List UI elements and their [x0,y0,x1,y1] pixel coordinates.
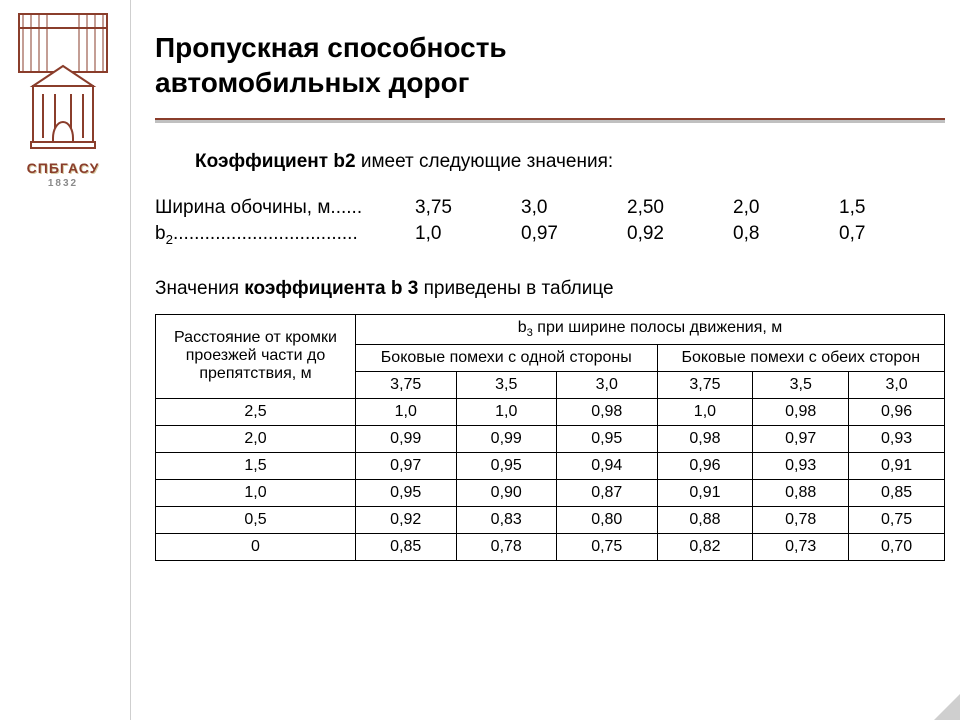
table-row: 2,51,01,00,981,00,980,96 [156,398,945,425]
cell-distance: 1,5 [156,452,356,479]
b3-intro-bold: коэффициента b 3 [244,278,418,299]
cell-distance: 2,5 [156,398,356,425]
table-row: 1,50,970,950,940,960,930,91 [156,452,945,479]
cell-value: 0,98 [657,425,753,452]
cell-value: 0,95 [456,452,557,479]
b2-val: 1,5 [839,195,945,221]
cell-distance: 0 [156,533,356,560]
cell-value: 0,75 [557,533,658,560]
university-logo-icon [13,8,113,158]
cell-value: 0,78 [456,533,557,560]
table-row: 00,850,780,750,820,730,70 [156,533,945,560]
b2-row-coef: b2................................... 1,… [155,221,945,249]
vertical-divider [130,0,131,720]
cell-value: 0,78 [753,506,849,533]
cell-value: 0,88 [753,479,849,506]
cell-value: 0,91 [849,452,945,479]
b2-val: 3,75 [415,195,521,221]
b2-row-width-values: 3,75 3,0 2,50 2,0 1,5 [415,195,945,221]
b2-val: 2,50 [627,195,733,221]
b2-data-block: Ширина обочины, м...... 3,75 3,0 2,50 2,… [155,195,945,248]
cell-value: 0,95 [356,479,457,506]
cell-value: 0,80 [557,506,658,533]
th-subcol: 3,0 [849,371,945,398]
b3-intro: Значения коэффициента b 3 приведены в та… [155,278,945,300]
cell-value: 0,88 [657,506,753,533]
th-one-side: Боковые помехи с одной стороны [356,344,658,371]
cell-value: 1,0 [356,398,457,425]
cell-value: 0,90 [456,479,557,506]
cell-distance: 1,0 [156,479,356,506]
cell-value: 0,85 [356,533,457,560]
b2-val: 0,8 [733,221,839,249]
cell-value: 0,96 [657,452,753,479]
b2-val: 0,92 [627,221,733,249]
logo-block: СПБГАСУ 1832 [8,8,118,189]
table-row: 0,50,920,830,800,880,780,75 [156,506,945,533]
b2-val: 3,0 [521,195,627,221]
table-row: 1,00,950,900,870,910,880,85 [156,479,945,506]
b2-subtitle: Коэффициент b2 имеет следующие значения: [155,151,945,173]
title-underline [155,118,945,123]
table-body: 2,51,01,00,981,00,980,962,00,990,990,950… [156,398,945,560]
cell-value: 0,75 [849,506,945,533]
b2-val: 2,0 [733,195,839,221]
th-subcol: 3,5 [456,371,557,398]
b2-subtitle-bold: Коэффициент b2 [195,151,356,172]
b2-row-width: Ширина обочины, м...... 3,75 3,0 2,50 2,… [155,195,945,221]
cell-distance: 0,5 [156,506,356,533]
th-both-sides: Боковые помехи с обеих сторон [657,344,944,371]
cell-value: 0,85 [849,479,945,506]
b2-val: 1,0 [415,221,521,249]
cell-value: 0,97 [753,425,849,452]
title-line-1: Пропускная способность [155,32,507,63]
cell-value: 0,99 [456,425,557,452]
logo-year: 1832 [8,178,118,189]
cell-value: 1,0 [456,398,557,425]
cell-value: 0,91 [657,479,753,506]
b3-intro-prefix: Значения [155,278,244,299]
cell-value: 0,93 [849,425,945,452]
cell-value: 0,96 [849,398,945,425]
cell-value: 0,87 [557,479,658,506]
cell-value: 0,83 [456,506,557,533]
b2-row-coef-label: b2................................... [155,221,415,249]
b2-val: 0,7 [839,221,945,249]
th-subcol: 3,5 [753,371,849,398]
table-row: 2,00,990,990,950,980,970,93 [156,425,945,452]
th-subcol: 3,75 [356,371,457,398]
table-header-row-1: Расстояние от кромки проезжей части до п… [156,315,945,344]
cell-value: 0,82 [657,533,753,560]
b3-intro-suffix: приведены в таблице [418,278,613,299]
cell-value: 0,92 [356,506,457,533]
b2-row-width-label: Ширина обочины, м...... [155,195,415,221]
th-subcol: 3,0 [557,371,658,398]
cell-distance: 2,0 [156,425,356,452]
cell-value: 0,70 [849,533,945,560]
cell-value: 0,93 [753,452,849,479]
cell-value: 0,97 [356,452,457,479]
b2-val: 0,97 [521,221,627,249]
main-content: Пропускная способность автомобильных дор… [155,30,945,561]
cell-value: 0,98 [557,398,658,425]
th-b3-top: b3 при ширине полосы движения, м [356,315,945,344]
b2-row-coef-values: 1,0 0,97 0,92 0,8 0,7 [415,221,945,249]
cell-value: 0,94 [557,452,658,479]
cell-value: 0,95 [557,425,658,452]
title-line-2: автомобильных дорог [155,67,469,98]
logo-name: СПБГАСУ [8,160,118,176]
b2-subtitle-rest: имеет следующие значения: [356,151,614,172]
th-subcol: 3,75 [657,371,753,398]
b3-table: Расстояние от кромки проезжей части до п… [155,314,945,560]
page-title: Пропускная способность автомобильных дор… [155,30,945,100]
page-corner-fold-icon [934,694,960,720]
cell-value: 1,0 [657,398,753,425]
cell-value: 0,99 [356,425,457,452]
cell-value: 0,73 [753,533,849,560]
th-distance: Расстояние от кромки проезжей части до п… [156,315,356,398]
cell-value: 0,98 [753,398,849,425]
